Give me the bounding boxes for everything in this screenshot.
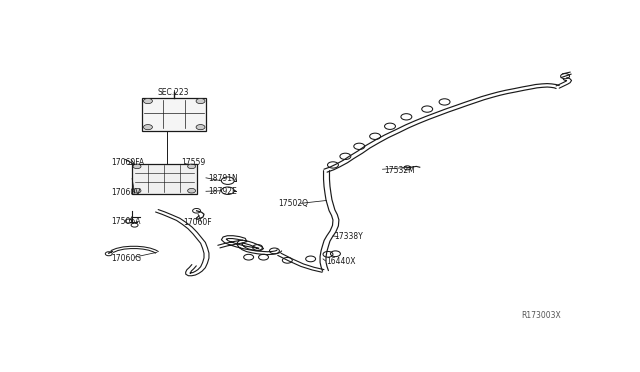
Circle shape	[196, 125, 205, 130]
Bar	[132, 164, 196, 193]
Bar	[142, 97, 207, 131]
Text: 17060G: 17060G	[111, 254, 141, 263]
Circle shape	[143, 99, 152, 104]
Text: 17060F: 17060F	[183, 218, 212, 227]
Text: 17506A: 17506A	[111, 217, 140, 225]
Text: 17559: 17559	[182, 158, 206, 167]
Text: 18791N: 18791N	[208, 174, 237, 183]
Circle shape	[196, 99, 205, 104]
Text: 17502Q: 17502Q	[278, 199, 308, 208]
Text: R173003X: R173003X	[522, 311, 561, 320]
Circle shape	[143, 125, 152, 130]
Circle shape	[133, 164, 141, 169]
Text: 17532M: 17532M	[385, 166, 415, 174]
Text: 18792E: 18792E	[208, 187, 237, 196]
Circle shape	[188, 189, 196, 193]
Text: SEC.223: SEC.223	[157, 88, 189, 97]
Text: 16440X: 16440X	[326, 257, 356, 266]
Circle shape	[188, 164, 196, 169]
Text: 17060FA: 17060FA	[111, 158, 144, 167]
Circle shape	[133, 189, 141, 193]
Text: 17338Y: 17338Y	[335, 232, 363, 241]
Text: 17060V: 17060V	[111, 188, 140, 197]
